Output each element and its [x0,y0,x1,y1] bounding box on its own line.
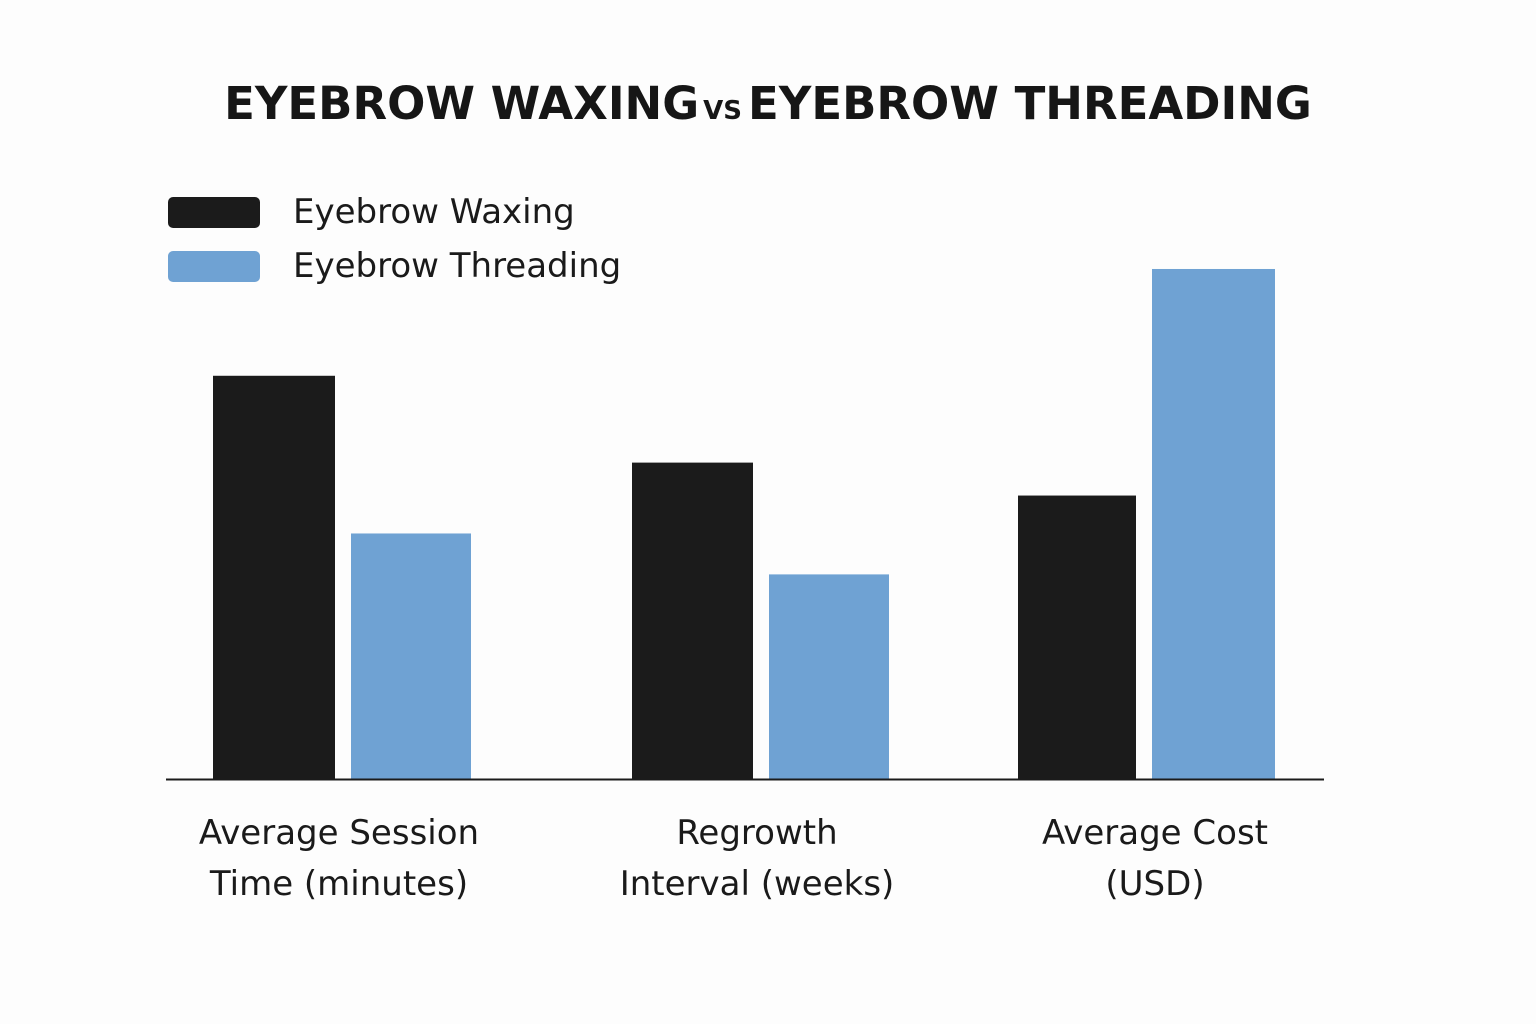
legend-label-waxing: Eyebrow Waxing [293,192,575,232]
bar-threading-3 [1152,268,1275,779]
category-label-2-line-1: Regrowth [676,813,838,853]
title-left: EYEBROW WAXING [224,77,700,130]
legend-swatch-waxing [168,197,260,228]
bar-waxing-3 [1018,495,1136,779]
bar-waxing-2 [632,462,753,779]
category-label-2: Regrowth Interval (weeks) [577,808,937,910]
category-label-1: Average Session Time (minutes) [159,808,519,910]
legend: Eyebrow Waxing Eyebrow Threading [168,190,688,298]
bar-waxing-1 [213,375,335,779]
title-vs: VS [703,96,743,126]
category-label-2-line-2: Interval (weeks) [619,864,895,904]
category-label-3-line-1: Average Cost [1041,813,1268,853]
title-right: EYEBROW THREADING [748,77,1312,130]
category-label-1-line-2: Time (minutes) [209,864,469,904]
category-label-3: Average Cost (USD) [975,808,1335,910]
legend-item-waxing: Eyebrow Waxing [168,190,688,244]
category-label-1-line-1: Average Session [198,813,480,853]
bar-threading-2 [769,574,889,779]
chart-title: EYEBROW WAXING VS EYEBROW THREADING [0,76,1536,139]
category-label-3-line-2: (USD) [1105,864,1205,904]
bars-group [213,268,1275,779]
legend-label-threading: Eyebrow Threading [293,246,622,286]
legend-swatch-threading [168,251,260,282]
legend-item-threading: Eyebrow Threading [168,244,688,298]
bar-threading-1 [351,533,471,779]
